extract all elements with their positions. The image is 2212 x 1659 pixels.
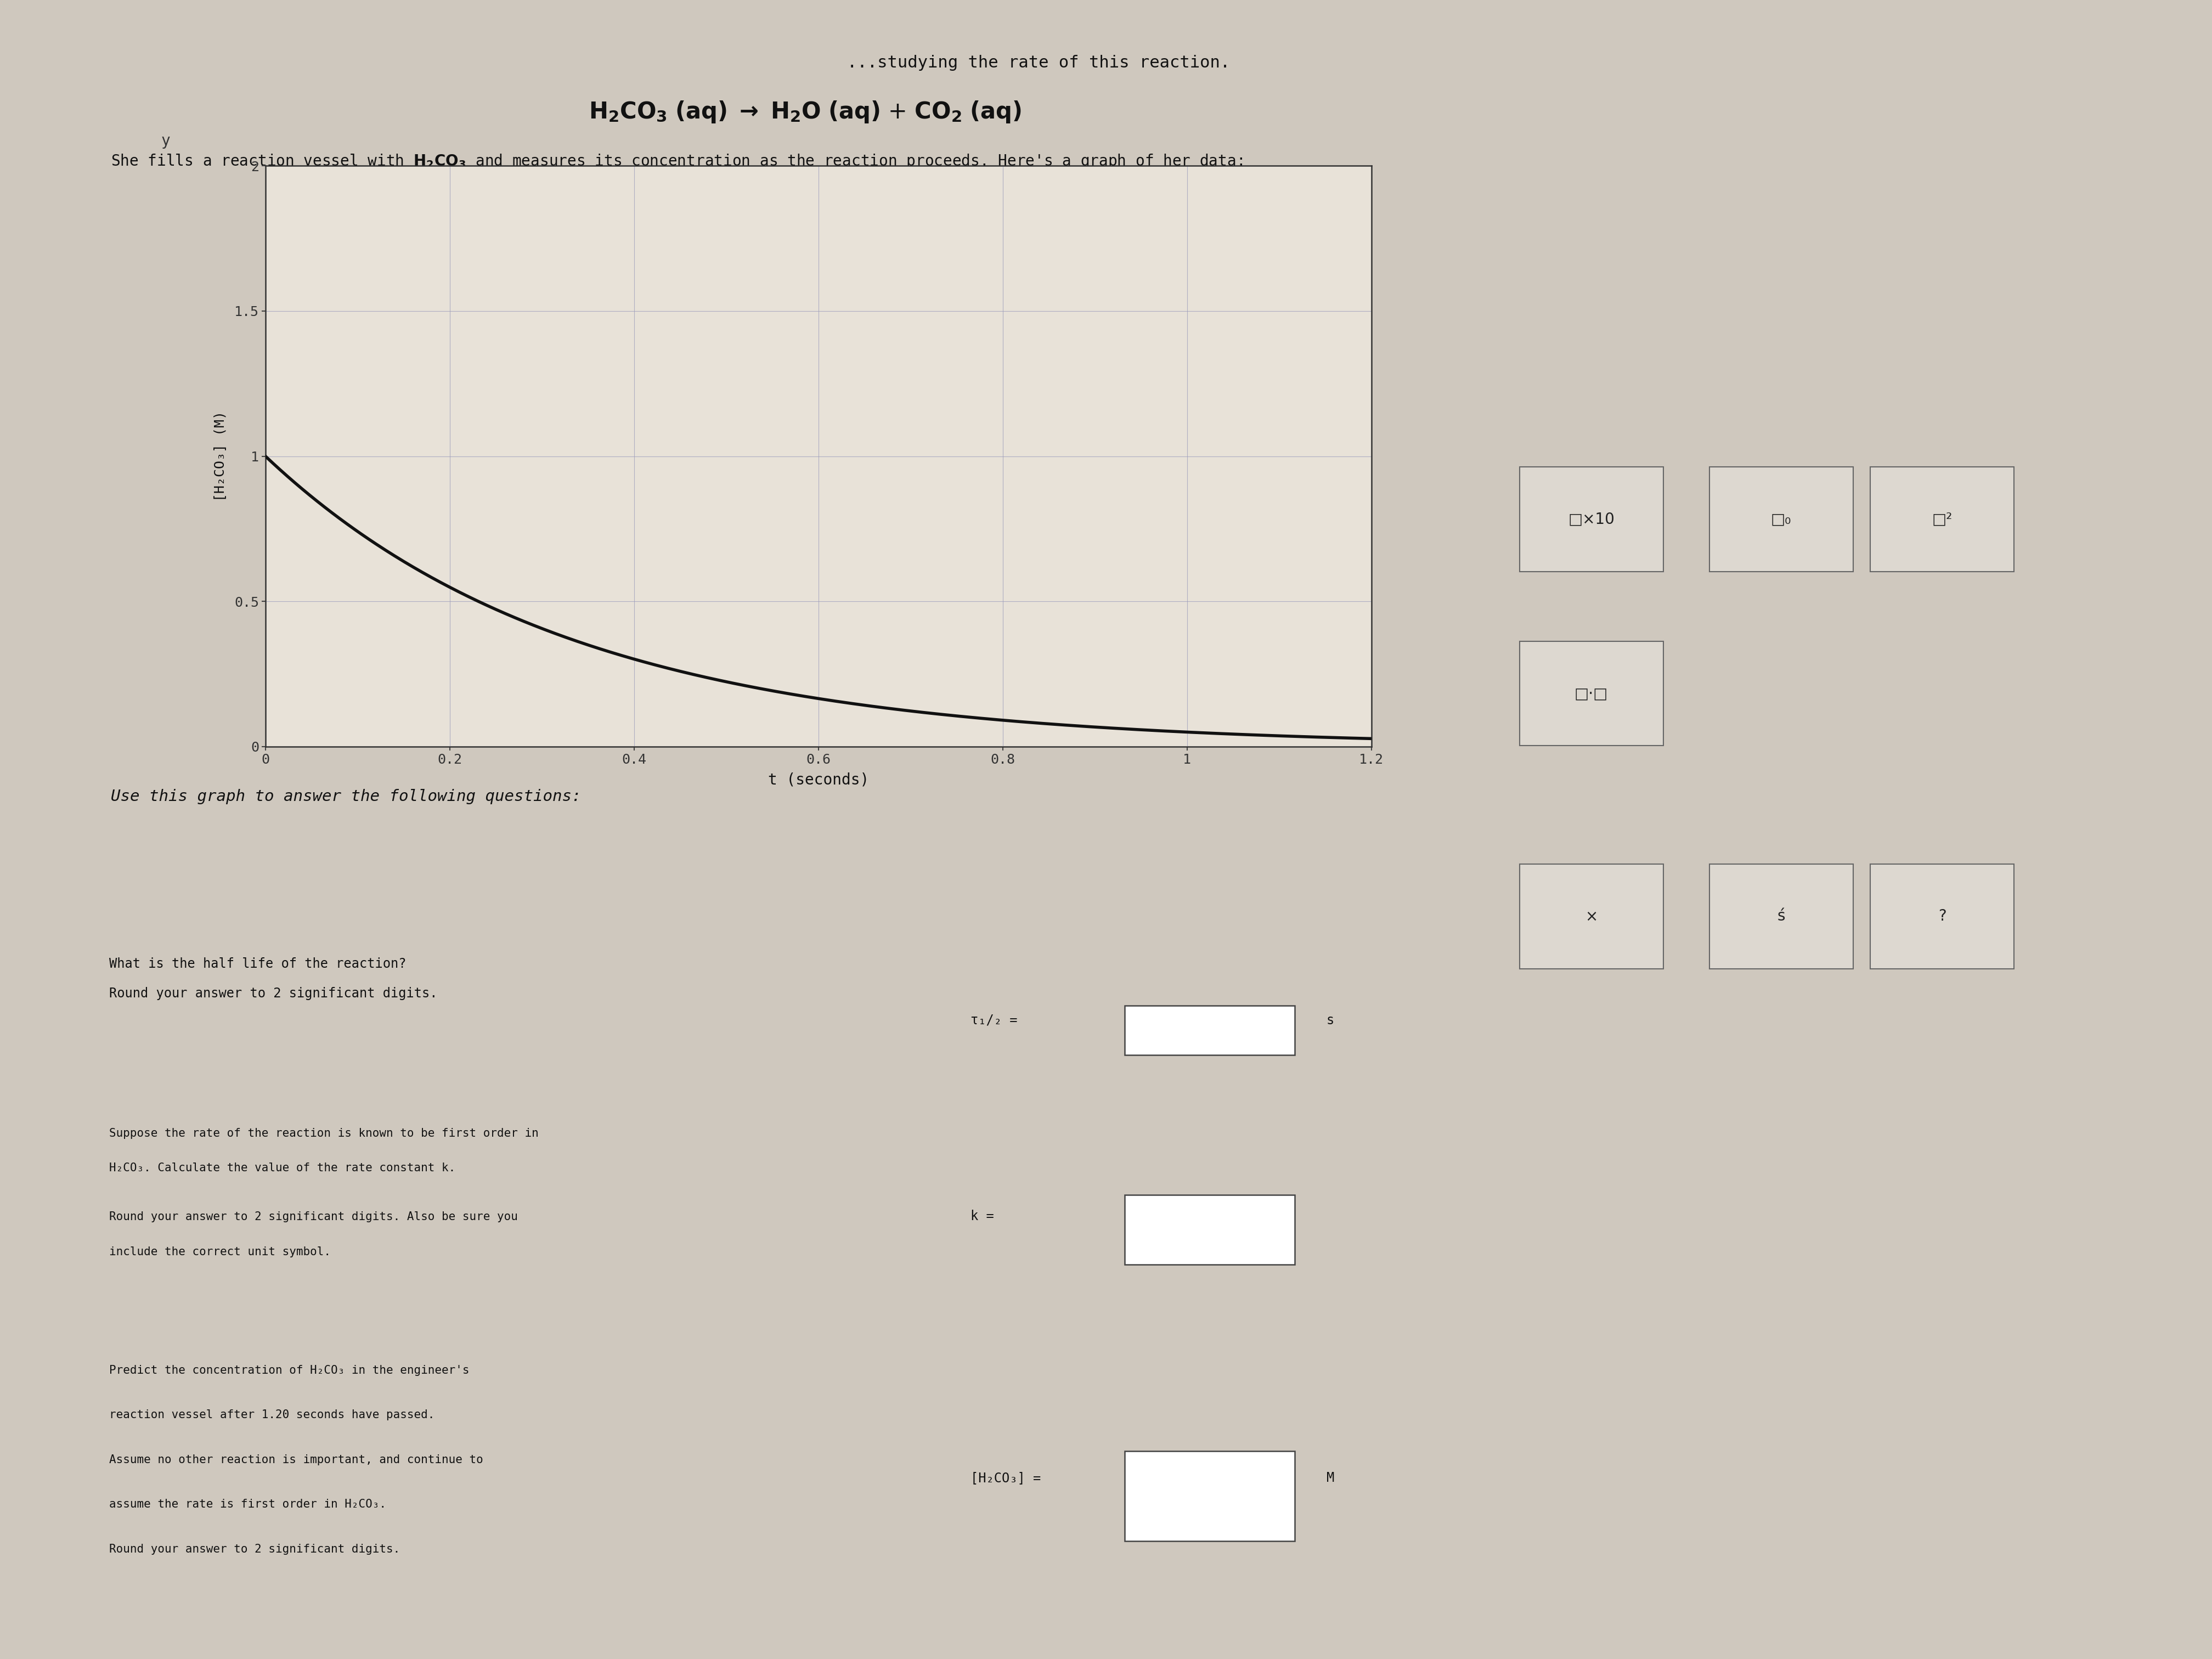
Text: τ₁/₂ =: τ₁/₂ = (971, 1014, 1018, 1027)
Text: Predict the concentration of H₂CO₃ in the engineer's: Predict the concentration of H₂CO₃ in th… (108, 1365, 469, 1375)
Text: Suppose the rate of the reaction is known to be first order in: Suppose the rate of the reaction is know… (108, 1128, 538, 1138)
Text: Round your answer to 2 significant digits.: Round your answer to 2 significant digit… (108, 1545, 400, 1554)
Text: M: M (1327, 1472, 1334, 1485)
FancyBboxPatch shape (1710, 468, 1854, 571)
Text: ×: × (1586, 909, 1597, 924)
X-axis label: t (seconds): t (seconds) (768, 773, 869, 788)
Text: s: s (1327, 1014, 1334, 1027)
Text: □·□: □·□ (1575, 685, 1608, 702)
Text: □₀: □₀ (1772, 511, 1792, 528)
FancyBboxPatch shape (1520, 468, 1663, 571)
Text: ś: ś (1776, 909, 1785, 924)
Text: She fills a reaction vessel with $\mathbf{H_2CO_3}$ and measures its concentrati: She fills a reaction vessel with $\mathb… (111, 153, 1243, 171)
Text: □×10: □×10 (1568, 511, 1615, 528)
Text: Round your answer to 2 significant digits. Also be sure you: Round your answer to 2 significant digit… (108, 1211, 518, 1223)
Text: What is the half life of the reaction?: What is the half life of the reaction? (108, 957, 407, 971)
FancyBboxPatch shape (1871, 468, 2015, 571)
Text: include the correct unit symbol.: include the correct unit symbol. (108, 1246, 330, 1258)
Text: y: y (161, 133, 170, 149)
FancyBboxPatch shape (1124, 1452, 1294, 1541)
FancyBboxPatch shape (1520, 640, 1663, 747)
Text: □²: □² (1931, 511, 1953, 528)
Y-axis label: [H₂CO₃] (M): [H₂CO₃] (M) (215, 411, 226, 501)
FancyBboxPatch shape (1710, 864, 1854, 969)
Text: Use this graph to answer the following questions:: Use this graph to answer the following q… (111, 788, 582, 805)
Text: ?: ? (1938, 909, 1947, 924)
FancyBboxPatch shape (1520, 864, 1663, 969)
Text: k =: k = (971, 1209, 993, 1223)
Text: assume the rate is first order in H₂CO₃.: assume the rate is first order in H₂CO₃. (108, 1500, 385, 1510)
FancyBboxPatch shape (1124, 1005, 1294, 1055)
FancyBboxPatch shape (1124, 1194, 1294, 1264)
FancyBboxPatch shape (1871, 864, 2015, 969)
Text: [H₂CO₃] =: [H₂CO₃] = (971, 1472, 1042, 1485)
Text: ...studying the rate of this reaction.: ...studying the rate of this reaction. (847, 55, 1230, 71)
Text: $\mathbf{H_2CO_3}$ $\mathbf{(aq)}$ $\mathbf{\rightarrow}$ $\mathbf{H_2O}$ $\math: $\mathbf{H_2CO_3}$ $\mathbf{(aq)}$ $\mat… (588, 100, 1022, 124)
Text: reaction vessel after 1.20 seconds have passed.: reaction vessel after 1.20 seconds have … (108, 1410, 434, 1420)
Text: Assume no other reaction is important, and continue to: Assume no other reaction is important, a… (108, 1455, 482, 1465)
Text: H₂CO₃. Calculate the value of the rate constant k.: H₂CO₃. Calculate the value of the rate c… (108, 1163, 456, 1173)
Text: Round your answer to 2 significant digits.: Round your answer to 2 significant digit… (108, 987, 438, 1000)
